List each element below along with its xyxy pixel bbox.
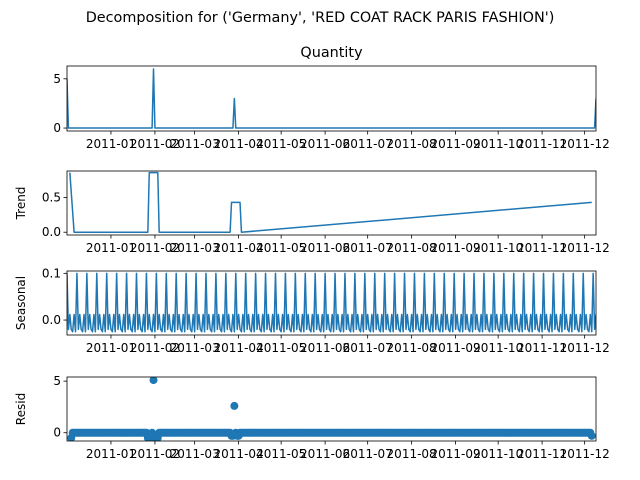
axes-frame [66,170,597,236]
x-tick-label: 2011-10 [473,137,523,151]
y-tick-label: 0.1 [42,266,61,280]
x-tick-label: 2011-11 [517,241,567,255]
x-tick-label: 2011-08 [387,341,437,355]
series-group [67,68,596,129]
x-tick-label: 2011-10 [473,241,523,255]
x-tick-label: 2011-08 [387,447,437,461]
y-tick-label: 0.0 [42,225,61,239]
x-tick-label: 2011-05 [256,341,306,355]
y-tick-label: 0.5 [42,190,61,204]
series-line [67,272,596,333]
x-tick-label: 2011-08 [387,241,437,255]
y-axis-label: Trend [14,187,28,221]
x-tick-label: 2011-09 [431,241,481,255]
y-tick-label: 5 [53,374,61,388]
x-tick-label: 2011-02 [130,241,180,255]
x-tick-label: 2011-04 [214,447,264,461]
x-tick-label: 2011-05 [256,137,306,151]
y-axis-label: Resid [14,393,28,425]
x-tick-label: 2011-03 [170,241,220,255]
y-tick-label: 0.0 [42,313,61,327]
x-tick-label: 2011-06 [300,447,350,461]
x-tick-label: 2011-02 [130,341,180,355]
x-tick-label: 2011-01 [86,137,136,151]
y-tick-label: 5 [53,72,61,86]
panel-4: 052011-012011-022011-032011-042011-05201… [14,374,610,461]
x-tick-label: 2011-04 [214,341,264,355]
x-tick-label: 2011-01 [86,447,136,461]
x-tick-label: 2011-04 [214,241,264,255]
x-tick-label: 2011-10 [473,447,523,461]
y-tick-label: 0 [53,426,61,440]
x-tick-label: 2011-06 [300,241,350,255]
x-tick-label: 2011-02 [130,447,180,461]
series-line [67,68,596,129]
x-tick-label: 2011-12 [560,241,610,255]
y-axis-label: Seasonal [14,276,28,330]
x-tick-label: 2011-05 [256,447,306,461]
x-tick-label: 2011-10 [473,341,523,355]
resid-point [587,431,596,440]
x-tick-label: 2011-12 [560,137,610,151]
x-tick-label: 2011-03 [170,137,220,151]
x-tick-label: 2011-06 [300,341,350,355]
axes-frame [66,270,597,336]
x-tick-label: 2011-07 [343,241,393,255]
x-tick-label: 2011-08 [387,137,437,151]
x-tick-label: 2011-12 [560,447,610,461]
x-tick-label: 2011-03 [170,447,220,461]
axes-frame [66,376,597,442]
x-tick-label: 2011-01 [86,341,136,355]
series-group [67,377,596,441]
x-tick-label: 2011-12 [560,341,610,355]
y-tick-label: 0 [53,121,61,135]
series-group [69,171,592,233]
x-tick-label: 2011-11 [517,137,567,151]
panel-3: 0.00.12011-012011-022011-032011-042011-0… [14,266,610,355]
series-line [69,171,592,233]
x-tick-label: 2011-09 [431,137,481,151]
x-tick-label: 2011-09 [431,341,481,355]
x-tick-label: 2011-04 [214,137,264,151]
panels: 052011-012011-022011-032011-042011-05201… [14,45,610,461]
figure-title: Decomposition for ('Germany', 'RED COAT … [86,10,555,26]
x-tick-label: 2011-05 [256,241,306,255]
resid-point [149,377,158,385]
x-tick-label: 2011-07 [343,341,393,355]
x-tick-label: 2011-03 [170,341,220,355]
x-tick-label: 2011-01 [86,241,136,255]
panel-2: 0.00.52011-012011-022011-032011-042011-0… [14,170,610,255]
x-tick-label: 2011-11 [517,447,567,461]
x-tick-label: 2011-02 [130,137,180,151]
panel-1: 052011-012011-022011-032011-042011-05201… [53,45,609,151]
x-tick-label: 2011-07 [343,137,393,151]
x-tick-label: 2011-09 [431,447,481,461]
panel-title: Quantity [300,45,363,61]
x-tick-label: 2011-07 [343,447,393,461]
resid-point [230,401,239,410]
x-tick-label: 2011-11 [517,341,567,355]
series-group [67,272,596,333]
x-tick-label: 2011-06 [300,137,350,151]
axes-frame [66,65,597,132]
